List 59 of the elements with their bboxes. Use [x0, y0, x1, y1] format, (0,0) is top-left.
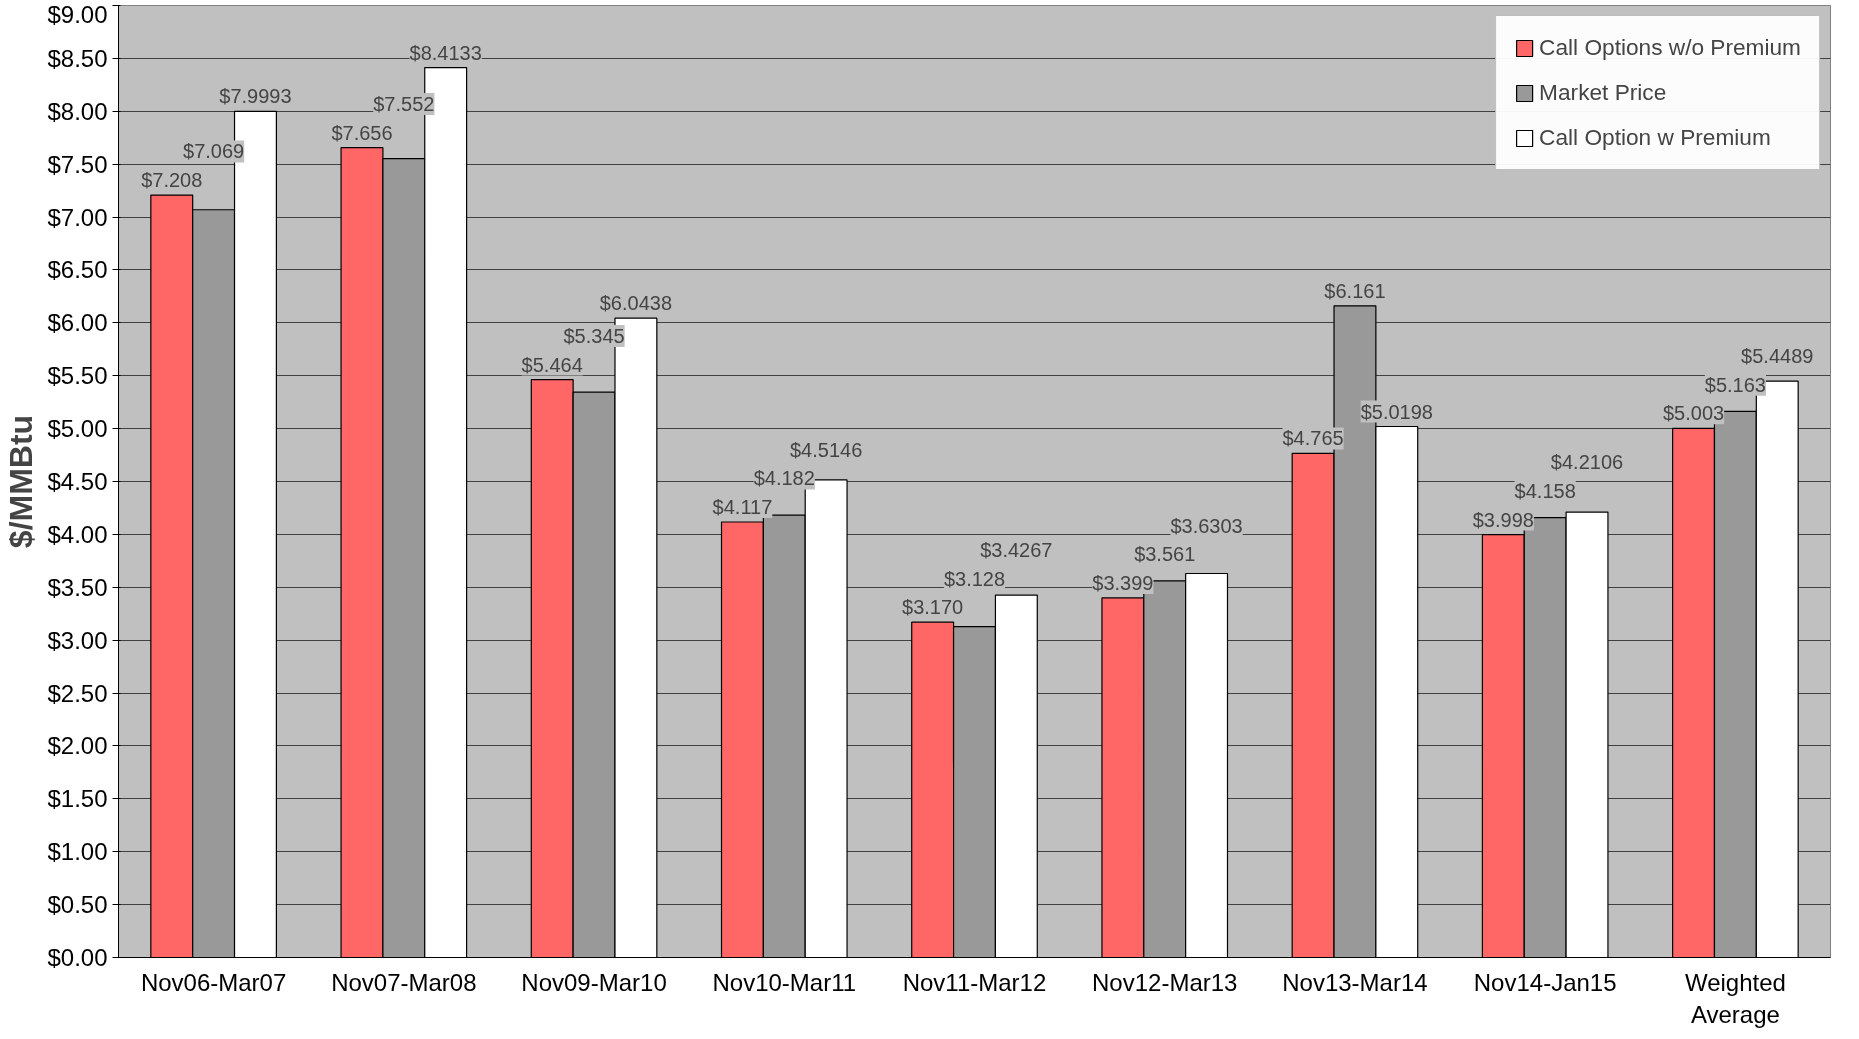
data-label: $3.128	[943, 567, 1006, 590]
x-tick-label: Nov14-Jan15	[1473, 968, 1617, 996]
data-label: $5.4489	[1741, 345, 1814, 368]
data-label: $4.158	[1514, 480, 1576, 503]
y-tick-label: $2.00	[47, 732, 108, 760]
data-label: $3.6303	[1170, 514, 1243, 537]
legend-label: Call Options w/o Premium	[1539, 34, 1801, 61]
y-tick-label: $0.50	[47, 891, 108, 919]
y-tick-label: $3.00	[47, 626, 108, 654]
x-tick-label: Weighted Average	[1684, 968, 1786, 1028]
x-tick-label: Nov09-Mar10	[521, 968, 667, 996]
data-label: $7.208	[141, 169, 203, 192]
y-tick-label: $9.00	[47, 0, 108, 28]
y-tick-label: $4.50	[47, 468, 108, 495]
data-label: $3.399	[1092, 571, 1154, 594]
data-label: $7.9993	[219, 85, 292, 108]
data-label: $3.998	[1472, 508, 1534, 531]
x-tick-label: Nov06-Mar07	[140, 968, 287, 996]
data-label: $4.117	[712, 496, 773, 519]
legend-label: Call Option w Premium	[1539, 124, 1771, 151]
y-tick-label: $1.50	[47, 785, 108, 813]
y-tick-label: $3.50	[47, 573, 108, 601]
x-tick-label: Nov11-Mar12	[902, 968, 1047, 996]
x-tick-label: Nov10-Mar11	[712, 968, 857, 996]
y-tick-label: $2.50	[47, 679, 108, 707]
y-tick-label: $5.00	[47, 415, 108, 443]
x-tick-label: Nov13-Mar14	[1282, 968, 1428, 996]
data-label: $5.163	[1704, 373, 1766, 396]
data-label: $4.765	[1282, 427, 1344, 450]
y-tick-label: $6.00	[47, 309, 108, 337]
x-tick-label: Nov07-Mar08	[331, 968, 477, 996]
y-tick-label: $6.50	[47, 256, 108, 284]
data-label: $6.0438	[599, 292, 673, 315]
y-tick-label: $5.50	[47, 362, 108, 390]
y-tick-label: $1.00	[47, 838, 108, 866]
data-label: $5.464	[521, 353, 583, 376]
data-label: $4.2106	[1550, 451, 1624, 474]
y-tick-label: $0.00	[47, 944, 108, 971]
data-label: $3.4267	[980, 539, 1053, 562]
data-label: $7.656	[331, 121, 393, 144]
y-tick-label: $8.50	[47, 44, 108, 72]
data-label: $3.561	[1134, 543, 1196, 566]
data-label: $4.5146	[789, 438, 863, 461]
data-label: $5.003	[1662, 402, 1725, 425]
data-label: $8.4133	[409, 41, 482, 64]
data-label: $5.345	[563, 324, 625, 347]
x-tick-label: Nov12-Mar13	[1092, 968, 1238, 996]
data-label: $3.170	[902, 596, 964, 619]
y-axis-title: $/MMBtu	[3, 414, 40, 549]
data-label: $7.552	[373, 93, 435, 116]
data-label: $4.182	[753, 467, 815, 490]
data-label: $7.069	[183, 140, 245, 163]
legend-label: Market Price	[1539, 79, 1667, 106]
y-tick-label: $8.00	[47, 97, 108, 125]
y-tick-label: $7.00	[47, 203, 108, 231]
data-label: $5.0198	[1360, 400, 1433, 423]
y-tick-label: $4.00	[47, 520, 108, 548]
y-tick-label: $7.50	[47, 150, 108, 178]
data-label: $6.161	[1324, 279, 1386, 302]
